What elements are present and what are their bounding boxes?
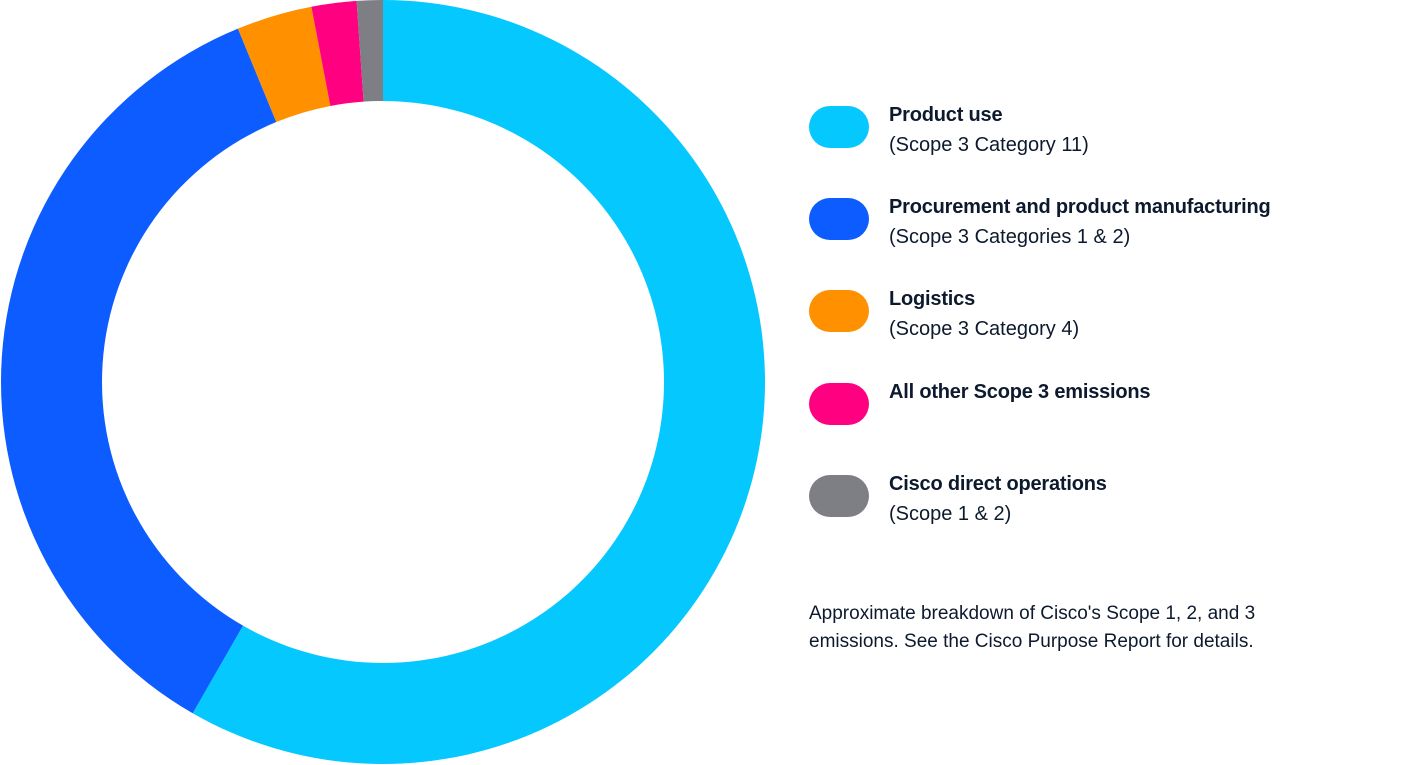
legend-item-procurement: Procurement and product manufacturing (S… [809, 196, 1399, 278]
donut-slice-cisco-direct-operations [356, 0, 383, 102]
chart-note: Approximate breakdown of Cisco's Scope 1… [809, 603, 1256, 652]
legend-item-other-scope3: All other Scope 3 emissions [809, 381, 1399, 463]
donut-slice-all-other-scope-3-emissions [311, 0, 364, 106]
legend-sublabel: (Scope 3 Category 11) [889, 134, 1089, 156]
legend-label: Logistics [889, 288, 975, 310]
legend-label: Product use [889, 104, 1003, 126]
legend-swatch [809, 475, 869, 517]
donut-chart [1, 0, 765, 764]
donut-slice-procurement-and-product-manufacturing [1, 28, 277, 714]
legend-swatch [809, 198, 869, 240]
legend-sublabel: (Scope 3 Categories 1 & 2) [889, 226, 1131, 248]
legend-swatch [809, 383, 869, 425]
legend-sublabel: (Scope 3 Category 4) [889, 318, 1080, 340]
donut-slice-logistics [237, 6, 331, 123]
legend-swatch [809, 106, 869, 148]
legend-item-product-use: Product use (Scope 3 Category 11) [809, 104, 1399, 186]
legend-swatch [809, 290, 869, 332]
legend-label: Cisco direct operations [889, 473, 1107, 495]
legend-item-logistics: Logistics (Scope 3 Category 4) [809, 288, 1399, 370]
legend-sublabel: (Scope 1 & 2) [889, 503, 1012, 525]
legend-label: All other Scope 3 emissions [889, 381, 1151, 403]
donut-slice-product-use [192, 0, 765, 764]
legend-item-direct-operations: Cisco direct operations (Scope 1 & 2) [809, 473, 1399, 555]
legend-label: Procurement and product manufacturing [889, 196, 1271, 218]
